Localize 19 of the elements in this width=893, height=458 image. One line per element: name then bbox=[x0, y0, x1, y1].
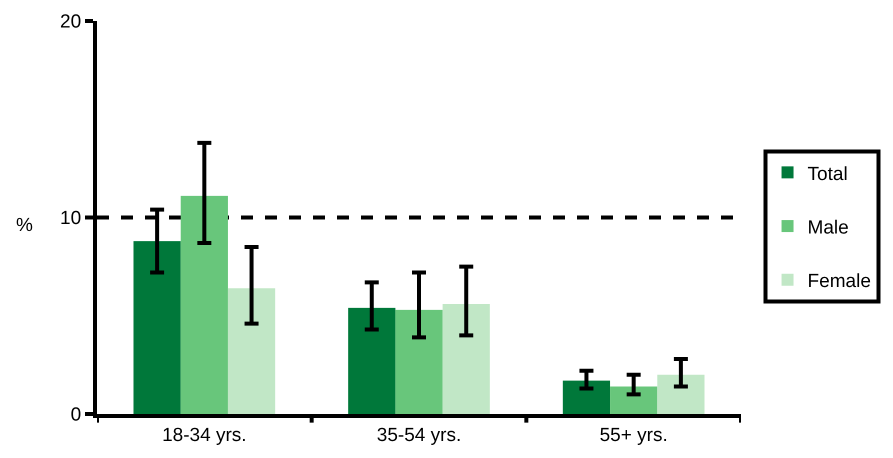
bar bbox=[228, 288, 276, 414]
bar bbox=[442, 304, 490, 414]
bar bbox=[180, 196, 228, 414]
bar bbox=[395, 310, 443, 414]
legend-label: Female bbox=[808, 271, 871, 292]
legend-label: Male bbox=[808, 217, 849, 238]
bar bbox=[348, 308, 396, 414]
x-tick-label: 35-54 yrs. bbox=[376, 424, 462, 446]
bar bbox=[610, 386, 658, 414]
bar bbox=[133, 241, 181, 414]
y-axis-title: % bbox=[16, 215, 33, 236]
x-tick-label: 55+ yrs. bbox=[600, 424, 668, 446]
bar bbox=[562, 380, 610, 414]
x-tick-label: 18-34 yrs. bbox=[162, 424, 247, 446]
y-tick-label: 0 bbox=[70, 404, 82, 426]
legend-label: Total bbox=[808, 164, 848, 185]
y-tick-label: 20 bbox=[60, 12, 82, 33]
bar bbox=[657, 374, 705, 414]
y-tick-label: 10 bbox=[60, 208, 82, 230]
